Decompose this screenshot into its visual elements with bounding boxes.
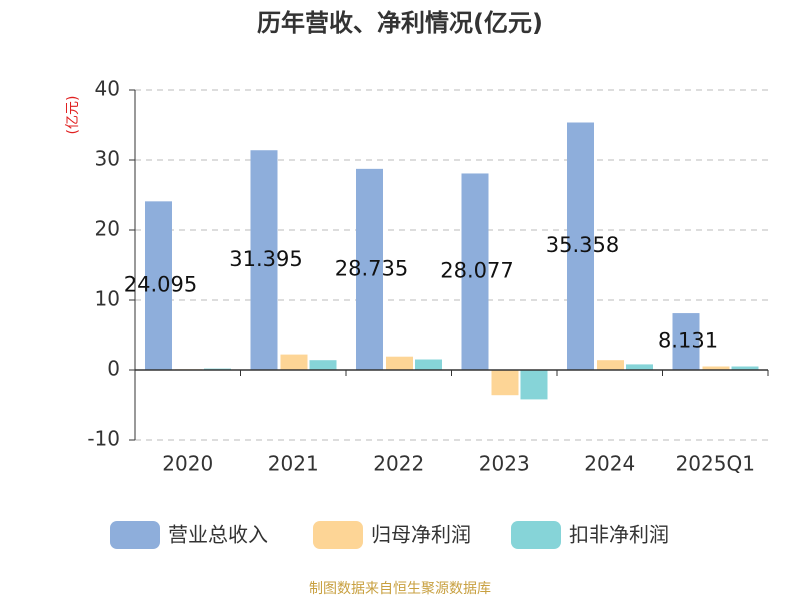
legend-label: 扣非净利润 (569, 523, 669, 547)
data-label: 31.395 (229, 247, 302, 271)
source-note: 制图数据来自恒生聚源数据库 (309, 581, 491, 597)
bar (567, 122, 594, 370)
chart-title: 历年营收、净利情况(亿元) (257, 9, 543, 37)
bar (250, 150, 278, 370)
y-axis-label: (亿元) (65, 96, 81, 135)
y-tick-label: -10 (87, 427, 120, 451)
x-tick-label: 2023 (479, 452, 530, 476)
y-tick-label: 20 (95, 217, 120, 241)
x-tick-label: 2025Q1 (676, 452, 755, 476)
legend-swatch (511, 521, 561, 549)
x-tick-label: 2024 (584, 452, 635, 476)
x-tick-label: 2022 (373, 452, 424, 476)
x-tick-label: 2020 (162, 452, 213, 476)
y-tick-label: 40 (95, 77, 120, 101)
bar (386, 356, 413, 370)
data-label: 28.735 (335, 256, 408, 280)
bar (597, 360, 624, 370)
bar (356, 168, 383, 370)
bar (280, 354, 308, 370)
legend-label: 营业总收入 (168, 523, 268, 547)
data-label: 24.095 (124, 273, 197, 297)
bar (145, 201, 172, 370)
bar (491, 370, 519, 396)
y-tick-label: 30 (95, 147, 120, 171)
bar (461, 173, 489, 370)
legend-swatch (313, 521, 363, 549)
data-label: 28.077 (440, 259, 513, 283)
bar (309, 360, 337, 370)
x-tick-label: 2021 (268, 452, 319, 476)
bar (415, 359, 442, 370)
data-label: 8.131 (658, 329, 718, 353)
bar (702, 366, 730, 370)
legend-swatch (110, 521, 160, 549)
bar (626, 364, 653, 370)
y-tick-label: 10 (95, 287, 120, 311)
y-tick-label: 0 (107, 357, 120, 381)
bar (731, 366, 759, 370)
data-label: 35.358 (546, 233, 619, 257)
bar (520, 370, 548, 400)
legend-label: 归母净利润 (371, 523, 471, 547)
bar (672, 313, 700, 370)
